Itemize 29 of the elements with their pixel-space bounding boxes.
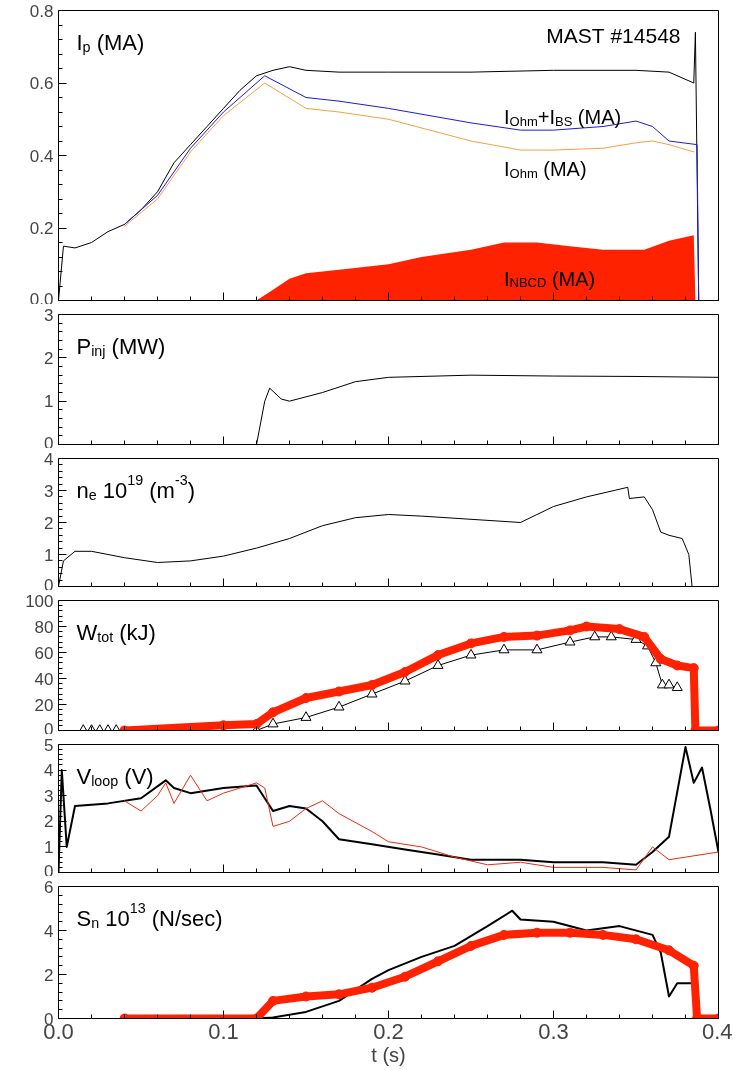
y-tick-label: 0.2 bbox=[29, 219, 54, 238]
y-tick-label: 1 bbox=[44, 545, 54, 565]
annotation: MAST #14548 bbox=[546, 23, 681, 47]
x-tick-label: 0.3 bbox=[538, 1018, 569, 1044]
y-tick-label: 0.4 bbox=[29, 146, 54, 166]
text: Wtot (kJ) bbox=[76, 619, 156, 645]
x-tick-label: 0.4 bbox=[701, 1018, 733, 1044]
y-tick-label: 3 bbox=[44, 481, 54, 501]
y-tick-label: 4 bbox=[44, 761, 54, 781]
y-tick-label: 1 bbox=[44, 392, 54, 412]
y-tick-label: 80 bbox=[34, 617, 54, 637]
y-tick-label: 60 bbox=[34, 643, 54, 663]
y-tick-label: 3 bbox=[44, 786, 54, 806]
y-tick-label: 0.8 bbox=[29, 1, 54, 21]
y-tick-label: 2 bbox=[44, 513, 54, 533]
text: Pinj (MW) bbox=[76, 333, 166, 359]
text: Ip (MA) bbox=[76, 29, 145, 55]
text: Vloop (V) bbox=[76, 763, 154, 789]
y-tick-label: 0.6 bbox=[29, 74, 54, 93]
y-tick-label: 4 bbox=[44, 921, 54, 941]
x-axis-title: t (s) bbox=[371, 1043, 406, 1066]
x-tick-label: 0.1 bbox=[208, 1018, 239, 1044]
y-tick-label: 2 bbox=[44, 965, 54, 985]
y-tick-label: 40 bbox=[34, 669, 54, 689]
x-tick-label: 0.2 bbox=[373, 1018, 404, 1044]
y-tick-label: 2 bbox=[44, 812, 54, 832]
y-tick-label: 2 bbox=[44, 348, 54, 368]
y-tick-label: 1 bbox=[44, 837, 54, 857]
y-tick-label: 20 bbox=[34, 695, 54, 715]
